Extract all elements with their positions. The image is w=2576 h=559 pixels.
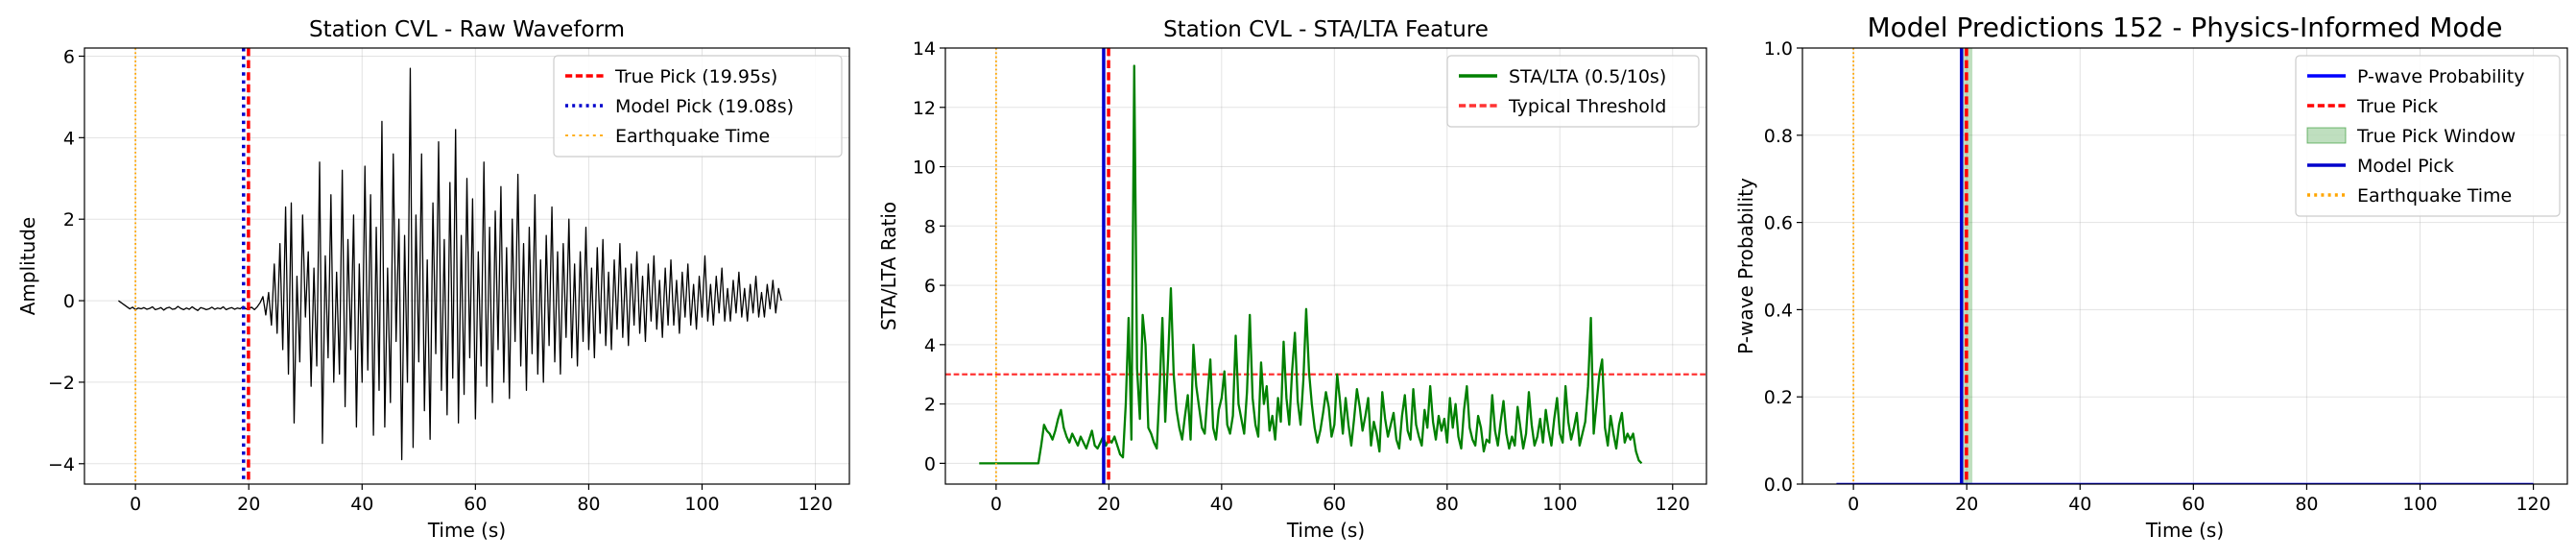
- legend-label: Earthquake Time: [615, 126, 770, 147]
- chart-panel-2: 0 20 40 60 80 100 120 0 2 4 6 8 10 12 14 Station CVL - …: [877, 17, 1707, 542]
- y-tick-label: 12: [913, 98, 936, 119]
- x-tick-label: 100: [684, 494, 719, 515]
- x-tick-label: 100: [2402, 494, 2437, 515]
- x-tick-label: 0: [1848, 494, 1859, 515]
- axes-frame: [944, 47, 1707, 485]
- legend-label: Earthquake Time: [2357, 185, 2512, 207]
- y-tick-label: 14: [913, 38, 936, 60]
- chart-title: Station CVL - Raw Waveform: [309, 17, 625, 42]
- y-tick-label: 0.0: [1764, 474, 1793, 496]
- x-tick-label: 40: [2068, 494, 2091, 515]
- y-tick-label: 0: [924, 453, 936, 474]
- legend-label: True Pick: [2356, 96, 2438, 117]
- x-tick-label: 0: [130, 494, 141, 515]
- sta-lta-line: [979, 64, 1643, 465]
- legend-box: [553, 55, 843, 158]
- x-axis-label: Time (s): [1286, 519, 1365, 542]
- y-axis-label: P-wave Probability: [1734, 178, 1757, 354]
- x-axis-label: Time (s): [2145, 519, 2224, 542]
- x-tick-label: 20: [1097, 494, 1120, 515]
- plot-area: [118, 48, 782, 484]
- legend-label: True Pick (19.95s): [614, 66, 777, 87]
- x-tick-label: 0: [990, 494, 1002, 515]
- legend-box: [1446, 55, 1700, 128]
- x-tick-label: 120: [1656, 494, 1690, 515]
- legend-label: STA/LTA (0.5/10s): [1509, 66, 1666, 87]
- y-tick-label: 4: [924, 335, 936, 356]
- y-axis-label: Amplitude: [16, 217, 39, 316]
- x-tick-label: 100: [1542, 494, 1577, 515]
- x-tick-label: 60: [2182, 494, 2205, 515]
- y-tick-label: 1.0: [1764, 38, 1793, 60]
- y-tick-label: 8: [924, 216, 936, 237]
- axes-frame: [83, 47, 850, 485]
- y-tick-label: −2: [48, 373, 75, 394]
- x-axis-label: Time (s): [427, 519, 506, 542]
- chart-panel-1: 0 20 40 60 80 100 120 −4 −2 0 2 4 6 Station CVL - Raw…: [16, 17, 850, 542]
- waveform-line: [118, 67, 782, 461]
- legend: True Pick (19.95s) Model Pick (19.08s) Ear…: [553, 55, 843, 158]
- x-tick-label: 60: [1323, 494, 1346, 515]
- legend-label: P-wave Probability: [2357, 66, 2525, 87]
- y-tick-label: 6: [63, 46, 75, 67]
- legend-label: True Pick Window: [2356, 126, 2516, 147]
- legend: P-wave Probability True Pick True Pick Win…: [2295, 55, 2561, 217]
- plot-area: [945, 48, 1706, 484]
- y-tick-label: 2: [924, 395, 936, 416]
- x-tick-label: 120: [798, 494, 832, 515]
- y-tick-label: 0: [63, 291, 75, 312]
- x-tick-label: 80: [2295, 494, 2318, 515]
- x-tick-label: 40: [350, 494, 373, 515]
- x-tick-label: 40: [1210, 494, 1233, 515]
- legend: STA/LTA (0.5/10s) Typical Threshold: [1446, 55, 1700, 128]
- legend-box: [2295, 55, 2561, 217]
- y-tick-label: 0.2: [1764, 387, 1793, 408]
- x-tick-label: 20: [237, 494, 260, 515]
- chart-panel-3: 0 20 40 60 80 100 120 0.0 0.2 0.4 0.6 0.8 1.0 Model P…: [1734, 12, 2568, 542]
- y-tick-label: −4: [48, 454, 75, 475]
- axes-frame: [1801, 47, 2568, 485]
- x-tick-label: 60: [464, 494, 487, 515]
- chart-title: Station CVL - STA/LTA Feature: [1163, 17, 1489, 42]
- y-tick-label: 6: [924, 276, 936, 297]
- y-tick-label: 10: [913, 158, 936, 179]
- y-tick-label: 2: [63, 209, 75, 231]
- legend-label: Model Pick: [2357, 156, 2454, 177]
- legend-label: Model Pick (19.08s): [615, 96, 794, 117]
- chart-title: Model Predictions 152 - Physics-Informed…: [1867, 12, 2502, 43]
- y-tick-label: 4: [63, 128, 75, 149]
- x-tick-label: 80: [577, 494, 600, 515]
- y-axis-label: STA/LTA Ratio: [877, 202, 900, 330]
- x-tick-label: 120: [2516, 494, 2550, 515]
- y-tick-label: 0.4: [1764, 300, 1793, 321]
- y-tick-label: 0.6: [1764, 213, 1793, 234]
- plot-area: [1836, 48, 2534, 484]
- legend-swatch: [2306, 127, 2347, 144]
- x-tick-label: 80: [1436, 494, 1459, 515]
- y-tick-label: 0.8: [1764, 126, 1793, 147]
- x-tick-label: 20: [1955, 494, 1978, 515]
- legend-label: Typical Threshold: [1508, 96, 1666, 117]
